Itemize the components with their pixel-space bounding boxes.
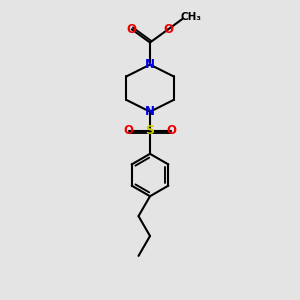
Text: N: N bbox=[145, 105, 155, 118]
Text: N: N bbox=[145, 58, 155, 71]
Text: CH₃: CH₃ bbox=[180, 13, 201, 22]
Text: O: O bbox=[163, 23, 173, 36]
Text: O: O bbox=[127, 23, 137, 36]
Text: O: O bbox=[166, 124, 176, 137]
Text: S: S bbox=[146, 124, 154, 137]
Text: O: O bbox=[124, 124, 134, 137]
